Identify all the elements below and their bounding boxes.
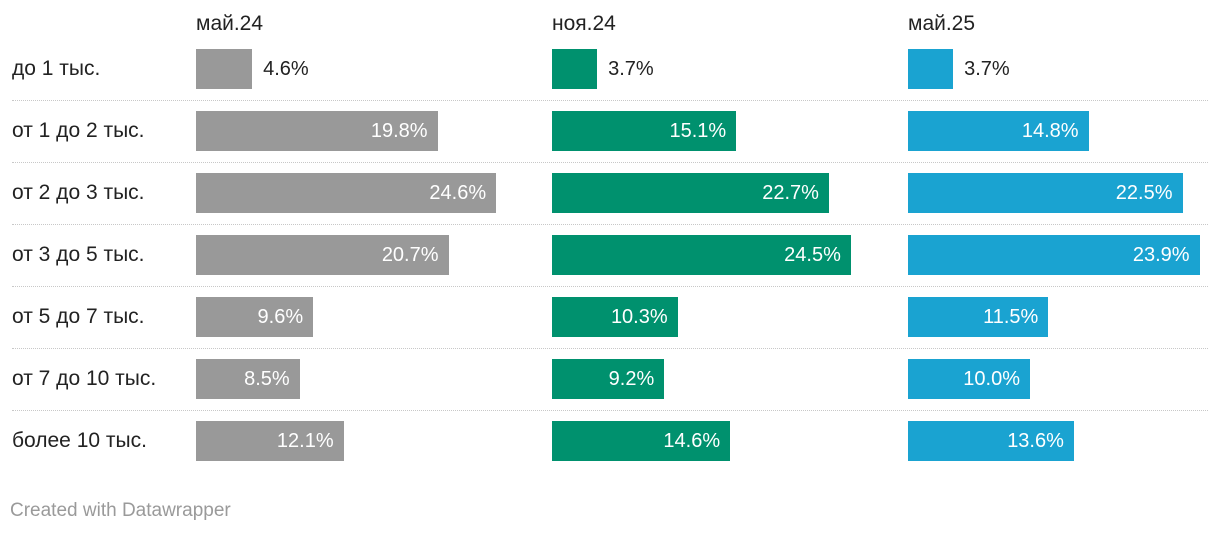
bar: [552, 111, 737, 151]
bar: [908, 421, 1074, 461]
data-label: 10.0%: [963, 368, 1020, 390]
bar: [908, 297, 1049, 337]
data-label: 22.5%: [1115, 182, 1173, 204]
bar: [552, 173, 829, 213]
category-row: от 1 до 2 тыс. 19.8% 15.1% 14.8%: [0, 100, 1220, 162]
data-label: 24.6%: [429, 182, 487, 204]
category-label: от 7 до 10 тыс.: [12, 367, 157, 390]
bar: [908, 235, 1200, 275]
bar: [196, 359, 300, 399]
data-label: 9.6%: [257, 306, 304, 328]
bar: [196, 235, 449, 275]
data-label: 19.8%: [370, 120, 428, 142]
data-label: 8.5%: [244, 368, 290, 390]
datawrapper-credit: Created with Datawrapper: [10, 500, 231, 521]
row-divider: [12, 348, 1208, 349]
split-bar-chart: май.24 ноя.24 май.25 до 1 тыс. 4.6% 3.7% 3.7% о…: [0, 12, 1220, 472]
data-label: 11.5%: [983, 306, 1039, 328]
category-row: от 5 до 7 тыс. 9.6% 10.3% 11.5%: [0, 286, 1220, 348]
category-label: от 5 до 7 тыс.: [12, 305, 145, 328]
data-label: 20.7%: [381, 244, 439, 266]
row-divider: [12, 100, 1208, 101]
category-row: более 10 тыс. 12.1% 14.6% 13.6%: [0, 410, 1220, 472]
row-divider: [12, 224, 1208, 225]
bar: [552, 359, 665, 399]
bar: [552, 235, 851, 275]
series-header: май.25: [908, 12, 976, 35]
bar: [196, 297, 314, 337]
bar: [908, 111, 1089, 151]
data-label: 4.6%: [263, 58, 309, 80]
data-label: 15.1%: [669, 120, 727, 142]
data-label: 23.9%: [1132, 244, 1190, 266]
series-header: ноя.24: [552, 12, 616, 35]
category-row: от 2 до 3 тыс. 24.6% 22.7% 22.5%: [0, 162, 1220, 224]
data-label: 9.2%: [608, 368, 655, 390]
bar: [552, 49, 598, 89]
data-label: 3.7%: [608, 58, 654, 80]
data-label: 22.7%: [762, 182, 819, 204]
category-row: от 7 до 10 тыс. 8.5% 9.2% 10.0%: [0, 348, 1220, 410]
category-row: до 1 тыс. 4.6% 3.7% 3.7%: [0, 38, 1220, 100]
row-divider: [12, 286, 1208, 287]
bar: [908, 49, 954, 89]
bar: [196, 111, 438, 151]
bar: [196, 421, 344, 461]
row-divider: [12, 162, 1208, 163]
data-label: 13.6%: [1007, 430, 1064, 452]
category-label: от 1 до 2 тыс.: [12, 119, 145, 142]
bar: [908, 173, 1183, 213]
data-label: 3.7%: [964, 58, 1010, 80]
bar: [196, 49, 253, 89]
data-label: 12.1%: [276, 430, 334, 452]
bar: [908, 359, 1030, 399]
bar: [196, 173, 497, 213]
category-label: до 1 тыс.: [12, 57, 101, 80]
data-label: 14.6%: [663, 430, 721, 452]
row-divider: [12, 410, 1208, 411]
category-row: от 3 до 5 тыс. 20.7% 24.5% 23.9%: [0, 224, 1220, 286]
data-label: 10.3%: [610, 306, 668, 328]
data-label: 14.8%: [1021, 120, 1079, 142]
data-label: 24.5%: [784, 244, 841, 266]
bar: [552, 421, 731, 461]
category-label: от 3 до 5 тыс.: [12, 243, 145, 266]
category-label: более 10 тыс.: [12, 429, 147, 452]
category-label: от 2 до 3 тыс.: [12, 181, 145, 204]
series-header: май.24: [196, 12, 264, 35]
bar: [552, 297, 678, 337]
